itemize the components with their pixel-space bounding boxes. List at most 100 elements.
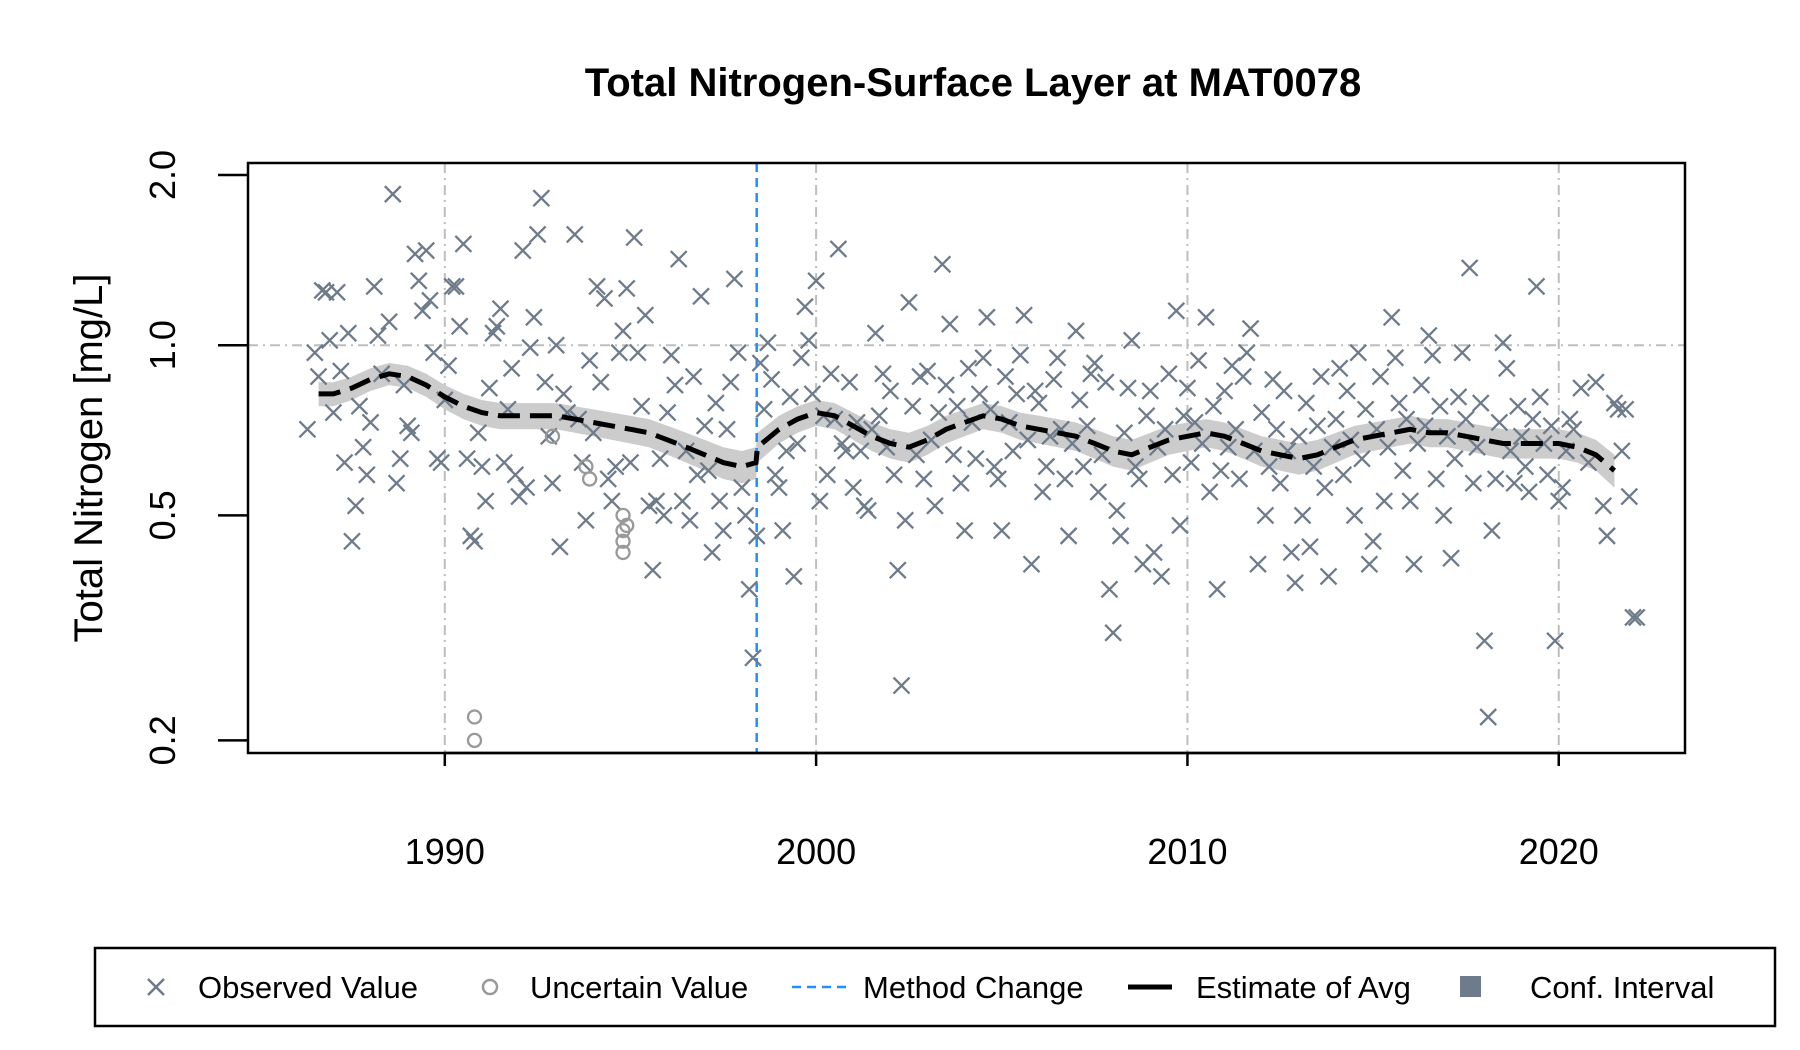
observed-point <box>707 394 725 412</box>
observed-point <box>684 367 703 386</box>
observed-point <box>792 348 811 367</box>
observed-point <box>978 308 996 327</box>
observed-point <box>896 511 915 530</box>
observed-point <box>1078 417 1096 435</box>
observed-point <box>1427 470 1446 488</box>
observed-point <box>1171 516 1189 535</box>
legend-square-swatch <box>1460 976 1481 997</box>
observed-point <box>1431 397 1449 416</box>
observed-point <box>632 397 651 416</box>
observed-point <box>1193 434 1212 453</box>
observed-point <box>621 453 640 472</box>
observed-point <box>1167 302 1186 320</box>
observed-point <box>1085 354 1104 372</box>
observed-point <box>536 373 554 392</box>
observed-point <box>1197 308 1215 327</box>
observed-point <box>1007 385 1026 403</box>
observed-point <box>1364 532 1382 551</box>
observed-point <box>1542 417 1561 435</box>
observed-point <box>1234 367 1252 386</box>
observed-point <box>1490 413 1509 432</box>
observed-point <box>324 403 343 422</box>
observed-point <box>335 453 354 472</box>
observed-point <box>1553 478 1572 497</box>
observed-point <box>1067 322 1085 340</box>
observed-point <box>1616 400 1635 419</box>
confidence-band <box>318 363 1615 488</box>
observed-point <box>937 376 955 394</box>
observed-point <box>710 492 729 510</box>
observed-point <box>450 317 469 336</box>
observed-point <box>1286 573 1304 592</box>
observed-point <box>1338 382 1356 400</box>
observed-point <box>1048 348 1067 367</box>
observed-point <box>513 241 532 260</box>
observed-point <box>681 511 699 530</box>
observed-point <box>1497 359 1516 378</box>
observed-point <box>580 351 599 370</box>
legend: Observed Value Uncertain Value Method Ch… <box>93 946 1777 1028</box>
observed-point <box>1238 343 1256 362</box>
observed-points <box>298 185 1646 726</box>
observed-point <box>1375 492 1394 510</box>
observed-point <box>309 367 328 386</box>
observed-point <box>1509 397 1527 416</box>
observed-point <box>1249 555 1267 573</box>
uncertain-point <box>615 544 631 561</box>
observed-point <box>465 532 484 551</box>
observed-point <box>1004 442 1022 460</box>
observed-point <box>614 322 632 340</box>
observed-point <box>502 359 521 378</box>
observed-point <box>588 277 606 296</box>
observed-point <box>1200 483 1219 501</box>
observed-point <box>391 449 410 468</box>
observed-point <box>666 376 684 394</box>
observed-point <box>1130 470 1148 488</box>
observed-point <box>673 492 692 510</box>
uncertain-point <box>544 428 561 444</box>
observed-point <box>1445 449 1464 468</box>
observed-point <box>577 511 595 530</box>
observed-point <box>603 492 621 510</box>
observed-point <box>1182 453 1200 472</box>
observed-point <box>1486 470 1505 488</box>
observed-point <box>1212 461 1230 480</box>
observed-point <box>1145 543 1163 562</box>
observed-point <box>892 676 911 695</box>
observed-point <box>699 461 718 480</box>
x-tick-label: 1990 <box>405 831 485 872</box>
observed-point <box>1397 410 1416 428</box>
observed-point <box>1219 438 1238 457</box>
observed-point <box>762 370 781 389</box>
observed-point <box>933 255 952 274</box>
observed-point <box>439 356 458 375</box>
observed-point <box>1189 351 1208 370</box>
legend-label-conf-interval: Conf. Interval <box>1530 970 1714 1005</box>
observed-point <box>584 423 603 442</box>
observed-point <box>692 287 710 306</box>
observed-point <box>610 343 629 362</box>
y-tick-label: 0.5 <box>142 490 183 540</box>
observed-point <box>1627 608 1646 627</box>
observed-point <box>740 580 759 599</box>
y-axis-title: Total Nitrogen [mg/L] <box>67 273 111 642</box>
observed-point <box>1111 527 1130 545</box>
observed-point <box>844 478 863 497</box>
observed-point <box>361 413 380 432</box>
y-tick-label: 0.2 <box>142 715 183 765</box>
observed-point <box>1516 457 1535 476</box>
observed-point <box>1319 567 1338 586</box>
observed-point <box>688 465 707 484</box>
observed-point <box>885 465 903 484</box>
legend-x-marker <box>147 978 165 996</box>
observed-point <box>1271 474 1290 493</box>
observed-point <box>1096 373 1115 392</box>
observed-point <box>629 343 647 362</box>
observed-point <box>1152 567 1171 586</box>
observed-point <box>788 434 807 453</box>
observed-point <box>1613 442 1631 460</box>
observed-point <box>1523 410 1542 428</box>
observed-point <box>1241 319 1260 338</box>
observed-point <box>992 521 1011 540</box>
observed-point <box>320 331 339 350</box>
